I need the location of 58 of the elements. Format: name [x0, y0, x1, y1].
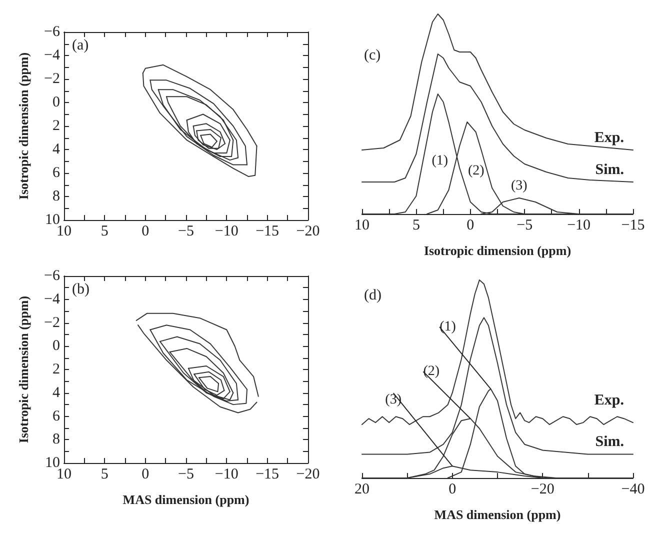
x-tick-label: 5 — [100, 466, 108, 482]
x-tick-label: −15 — [256, 466, 280, 482]
y-tick-label: 0 — [52, 94, 60, 110]
x-tick-label: −40 — [621, 482, 645, 498]
x-tick-label: −5 — [516, 218, 533, 234]
series-label: (2) — [468, 164, 485, 178]
x-tick-label: 5 — [100, 224, 108, 240]
x-tick-label: 10 — [354, 218, 370, 234]
y-tick-label: −4 — [44, 291, 60, 308]
series-label: Sim. — [595, 434, 624, 450]
y-tick-label: −4 — [44, 48, 60, 64]
x-tick-label: 0 — [448, 482, 456, 498]
x-tick-label: −15 — [256, 224, 280, 240]
y-tick-label: 8 — [52, 188, 60, 204]
y-tick-label: −6 — [44, 268, 60, 284]
x-tick-label: −20 — [296, 224, 320, 240]
text: (1) — [440, 319, 456, 334]
y-tick-label: 2 — [52, 118, 60, 134]
y-axis-title: Isotropic dimension (ppm) — [16, 296, 31, 444]
x-tick-label: −5 — [178, 466, 194, 482]
y-axis-title: Isotropic dimension (ppm) — [16, 52, 31, 200]
x-tick-label: −20 — [296, 466, 320, 482]
series-label: Sim. — [595, 162, 624, 178]
annotation: (c) — [364, 48, 381, 64]
annotation: (d) — [364, 288, 382, 304]
x-tick-label: 20 — [354, 482, 370, 498]
y-tick-label: 2 — [52, 362, 60, 378]
x-tick-label: 0 — [142, 224, 150, 240]
series-label: (3) — [511, 178, 528, 194]
x-axis-title: MAS dimension (ppm) — [434, 507, 561, 522]
y-tick-label: 6 — [52, 165, 60, 181]
x-tick-label: −10 — [214, 224, 238, 240]
y-tick-label: −2 — [44, 314, 60, 331]
x-axis-title: Isotropic dimension (ppm) — [424, 243, 572, 258]
series-label: Exp. — [594, 130, 624, 146]
text: (2) — [423, 364, 440, 380]
annotation: (b) — [72, 282, 90, 298]
x-axis-title: MAS dimension (ppm) — [122, 492, 250, 507]
x-tick-label: −10 — [567, 218, 591, 234]
x-tick-label: 0 — [466, 218, 474, 234]
series-label: (1) — [432, 154, 448, 168]
text: (3) — [385, 392, 402, 408]
x-tick-label: 5 — [412, 218, 420, 234]
annotation: (a) — [72, 38, 89, 54]
y-tick-label: 0 — [52, 338, 60, 354]
y-tick-label: 10 — [45, 455, 60, 471]
x-tick-label: −20 — [530, 482, 554, 498]
y-tick-label: 4 — [52, 142, 60, 158]
x-tick-label: 0 — [142, 466, 150, 482]
y-tick-label: 4 — [52, 384, 60, 401]
series-label: Exp. — [594, 392, 624, 409]
y-tick-label: 6 — [52, 408, 60, 424]
y-tick-label: −6 — [44, 24, 60, 40]
x-tick-label: −15 — [621, 218, 645, 234]
y-tick-label: −2 — [44, 71, 60, 87]
x-tick-label: −10 — [214, 466, 238, 482]
x-tick-label: −5 — [178, 224, 194, 240]
y-tick-label: 8 — [52, 432, 60, 448]
